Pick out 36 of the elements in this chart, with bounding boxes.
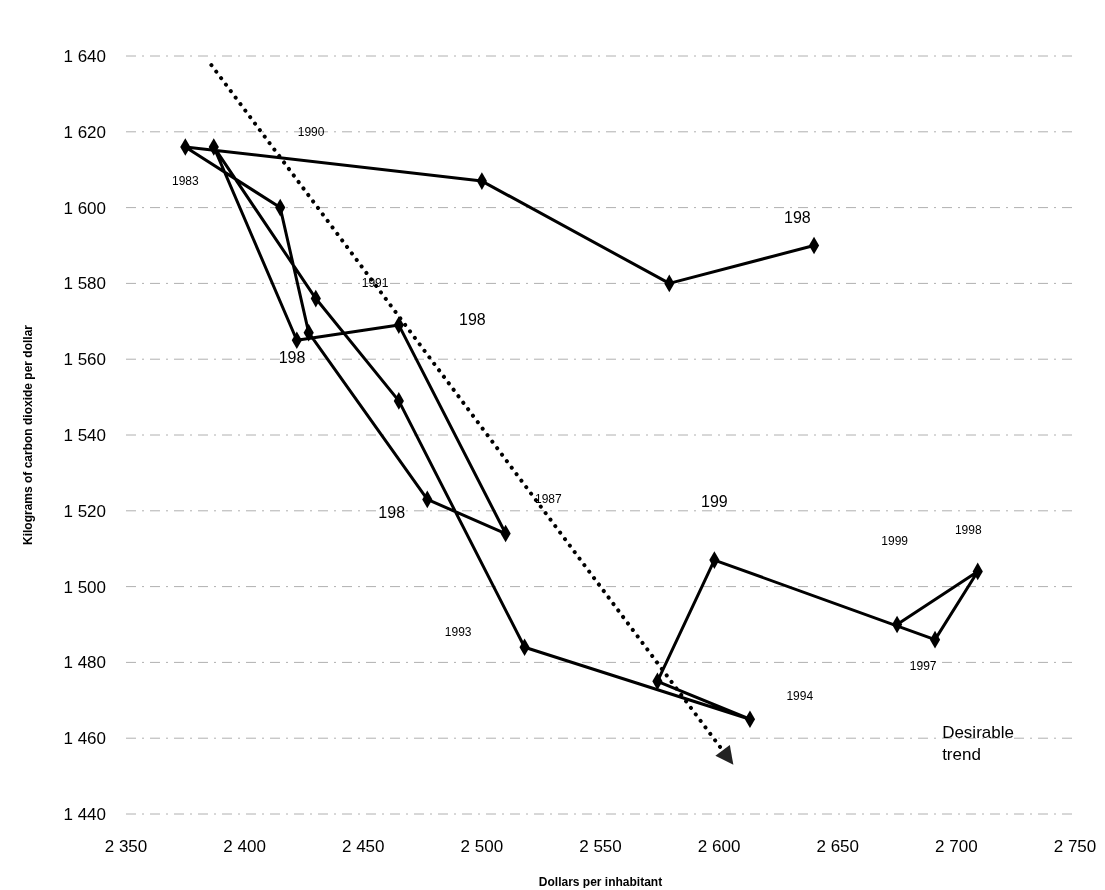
x-tick-label: 2 650	[816, 837, 860, 856]
annotation: 1997	[909, 658, 937, 673]
y-tick-label: 1 440	[63, 804, 106, 824]
annotation: 1994	[786, 689, 814, 704]
y-tick-label: 1 520	[63, 501, 106, 521]
y-tick-label: 1 460	[63, 729, 106, 749]
annotation: 1987	[534, 492, 562, 507]
x-tick-label: 2 750	[1053, 837, 1097, 856]
y-tick-label: 1 620	[63, 122, 106, 142]
annotation: 1993	[444, 624, 472, 639]
x-axis-title: Dollars per inhabitant	[538, 875, 663, 889]
annotation: 1990	[297, 124, 325, 139]
annotation: 1999	[881, 533, 909, 548]
y-axis-title: Kilograms of carbon dioxide per dollar	[21, 324, 35, 546]
x-tick-label: 2 600	[697, 837, 741, 856]
annotation: 198	[278, 348, 306, 366]
x-tick-label: 2 450	[341, 837, 385, 856]
x-tick-label: 2 400	[223, 837, 266, 856]
annotation: 1983	[171, 173, 199, 188]
y-tick-label: 1 500	[63, 577, 106, 597]
x-tick-label: 2 500	[460, 837, 504, 856]
x-tick-label: 2 350	[104, 837, 148, 856]
annotation: Desirable trend	[942, 723, 1014, 765]
x-tick-label: 2 550	[579, 837, 622, 856]
y-tick-label: 1 580	[63, 274, 106, 294]
y-tick-label: 1 560	[63, 350, 106, 370]
annotation: 198	[378, 504, 406, 522]
y-tick-label: 1 640	[63, 46, 106, 66]
y-tick-label: 1 600	[63, 198, 106, 218]
x-tick-label: 2 700	[935, 837, 978, 856]
y-tick-label: 1 480	[63, 653, 106, 673]
annotation: 1998	[954, 522, 982, 537]
annotation: 198	[459, 311, 486, 329]
y-tick-label: 1 540	[63, 425, 106, 445]
annotation: 198	[784, 208, 811, 226]
annotation: 199	[701, 493, 728, 511]
